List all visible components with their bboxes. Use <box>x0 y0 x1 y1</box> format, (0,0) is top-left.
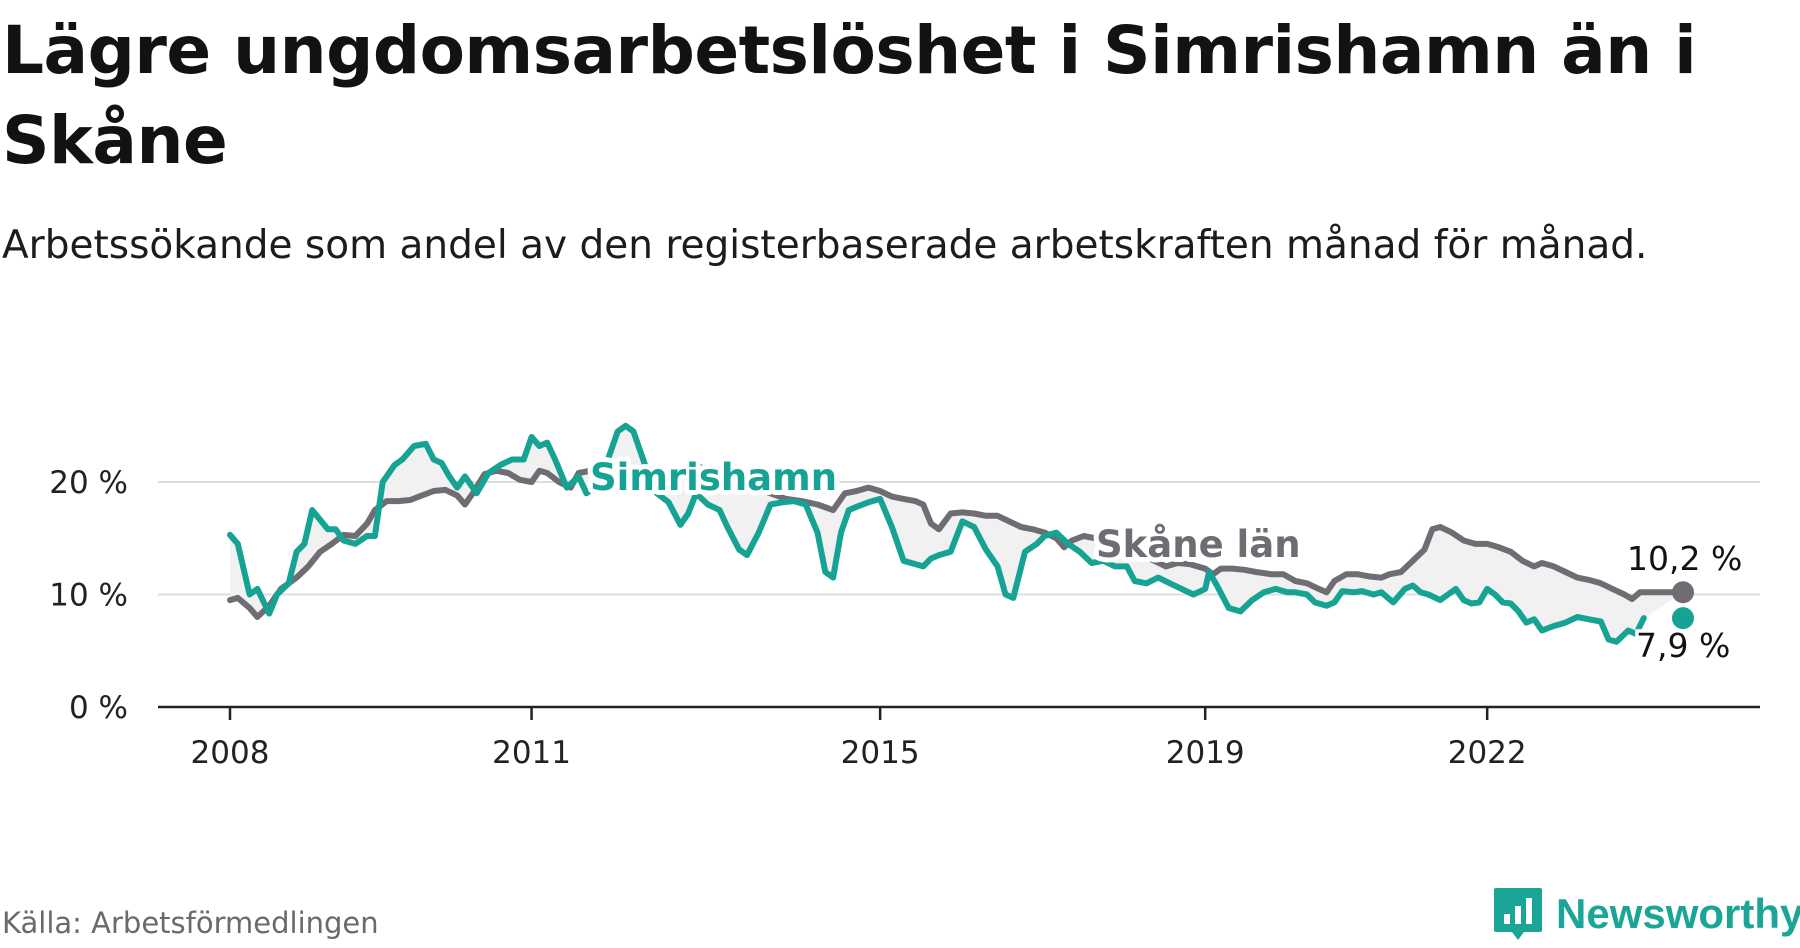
x-tick-label: 2022 <box>1448 735 1527 771</box>
chart-subtitle: Arbetssökande som andel av den registerb… <box>2 223 1648 268</box>
newsworthy-logo-icon <box>1494 888 1542 940</box>
y-tick-label: 0 % <box>69 690 128 726</box>
x-tick-label: 2015 <box>841 735 920 771</box>
x-tick-label: 2008 <box>191 735 270 771</box>
series-label-simrishamn: Simrishamn <box>590 456 837 499</box>
x-tick-label: 2019 <box>1166 735 1245 771</box>
line-chart: 0 % 10 % 20 % 2008 2011 2015 2019 2022 Simrish… <box>49 422 1760 771</box>
y-axis-labels: 0 % 10 % 20 % <box>49 465 128 726</box>
y-tick-label: 10 % <box>49 578 128 614</box>
series-line-simrishamn <box>227 422 1647 645</box>
end-label-skane: 10,2 % <box>1627 539 1742 578</box>
source-note: Källa: Arbetsförmedlingen <box>2 906 379 940</box>
chart-title: Lägre ungdomsarbetslöshet i Simrishamn ä… <box>2 12 1697 179</box>
brand[interactable]: Newsworthy <box>1492 886 1800 942</box>
y-tick-label: 20 % <box>49 465 128 501</box>
end-point-simrishamn <box>1672 607 1694 630</box>
x-axis-ticks: 2008 2011 2015 2019 2022 <box>191 707 1527 771</box>
x-tick-label: 2011 <box>492 735 571 771</box>
series-label-skane: Skåne län <box>1096 523 1301 566</box>
end-label-simrishamn: 7,9 % <box>1636 626 1730 665</box>
series-line-skane <box>227 462 1686 620</box>
end-point-skane <box>1672 581 1694 604</box>
brand-name: Newsworthy <box>1556 890 1800 937</box>
